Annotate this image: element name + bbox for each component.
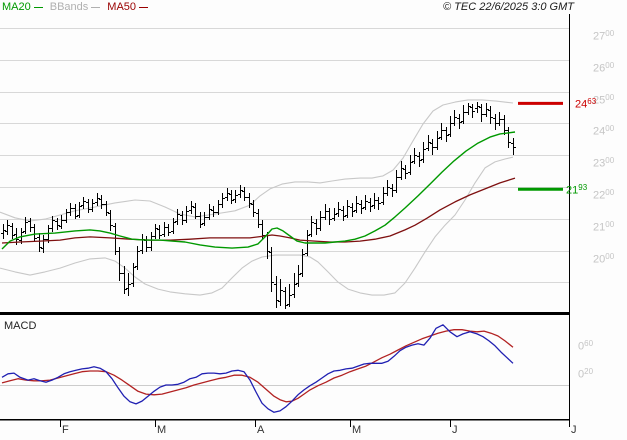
month-label: F	[62, 424, 69, 436]
ma20-line	[1, 131, 516, 250]
legend-item-ma20: MA20	[2, 1, 43, 14]
marker-lines	[518, 101, 563, 191]
price-axis-label: 2000	[593, 252, 615, 266]
month-label: M	[157, 424, 167, 436]
macd-axis-label: 020	[578, 367, 594, 381]
price-axis-label: 2600	[593, 61, 615, 75]
price-gridlines	[0, 28, 569, 283]
price-axis-label: 2300	[593, 156, 615, 170]
price-axis-label: 2100	[593, 220, 615, 234]
support-value-label: 2193	[566, 183, 588, 197]
month-label: M	[352, 424, 362, 436]
copyright-text: © TEC 22/6/2025 3:0 GMT	[443, 1, 574, 13]
price-axis-label: 2200	[593, 188, 615, 202]
legend-item-bbands: BBands	[50, 1, 101, 14]
month-label: J	[571, 424, 577, 436]
ma50-line	[1, 177, 516, 244]
macd-signal-line	[1, 329, 514, 403]
price-axis-label: 2700	[593, 29, 615, 43]
bollinger-bands	[0, 99, 514, 296]
macd-axis-label: 060	[578, 339, 594, 353]
legend-line-swatch-icon	[33, 7, 43, 8]
resistance-value-label: 2463	[575, 97, 597, 111]
legend-item-ma50: MA50	[107, 1, 149, 14]
month-label: J	[452, 424, 458, 436]
legend-line-swatch-icon	[91, 7, 101, 8]
macd-line	[1, 324, 514, 413]
ohlc-bars	[1, 102, 516, 309]
price-axis-label: 2500	[593, 93, 615, 107]
macd-panel-title: MACD	[4, 320, 37, 332]
chart-legend: MA20 BBands MA50	[2, 1, 155, 14]
price-axis-label: 2400	[593, 124, 615, 138]
legend-label: MA20	[2, 1, 31, 13]
legend-line-swatch-icon	[139, 7, 149, 8]
month-label: A	[257, 424, 265, 436]
legend-label: MA50	[107, 1, 137, 13]
legend-label: BBands	[49, 1, 89, 13]
chart-frame	[0, 14, 570, 427]
